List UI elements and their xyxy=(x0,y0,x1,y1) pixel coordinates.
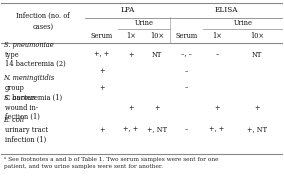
Text: –, –: –, – xyxy=(181,51,192,59)
Text: 1×: 1× xyxy=(212,32,222,40)
Text: wound in-: wound in- xyxy=(5,104,38,112)
Text: 10×: 10× xyxy=(150,32,164,40)
Text: S. aureus: S. aureus xyxy=(3,94,35,102)
Text: +, NT: +, NT xyxy=(147,126,167,134)
Text: N. meningitidis: N. meningitidis xyxy=(3,74,55,82)
Text: –: – xyxy=(185,67,188,75)
Text: +: + xyxy=(99,67,105,75)
Text: 10×: 10× xyxy=(250,32,264,40)
Text: fection (1): fection (1) xyxy=(5,113,40,121)
Text: E. coli: E. coli xyxy=(3,116,25,124)
Text: type: type xyxy=(5,51,20,59)
Text: +, +: +, + xyxy=(209,126,225,134)
Text: Urine: Urine xyxy=(135,19,154,27)
Text: +: + xyxy=(128,104,133,112)
Text: 1×: 1× xyxy=(126,32,135,40)
Text: +: + xyxy=(254,104,260,112)
Text: –: – xyxy=(185,126,188,134)
Text: +, +: +, + xyxy=(123,126,138,134)
Text: 14 bacteremia (2): 14 bacteremia (2) xyxy=(5,60,66,68)
Text: +: + xyxy=(99,126,105,134)
Text: Urine: Urine xyxy=(233,19,252,27)
Text: C bacteremia (1): C bacteremia (1) xyxy=(5,93,62,101)
Text: Serum: Serum xyxy=(91,32,113,40)
Text: NT: NT xyxy=(252,51,262,59)
Text: ᵃ See footnotes a and b of Table 1. Two serum samples were sent for one
patient,: ᵃ See footnotes a and b of Table 1. Two … xyxy=(3,157,218,169)
Text: infection (1): infection (1) xyxy=(5,135,46,143)
Text: NT: NT xyxy=(152,51,162,59)
Text: +: + xyxy=(128,51,133,59)
Text: ELISA: ELISA xyxy=(215,6,239,14)
Text: Serum: Serum xyxy=(176,32,198,40)
Text: +, NT: +, NT xyxy=(247,126,267,134)
Text: –: – xyxy=(185,84,188,92)
Text: S. pneumoniae: S. pneumoniae xyxy=(3,41,53,49)
Text: +, +: +, + xyxy=(94,51,109,59)
Text: group: group xyxy=(5,84,25,92)
Text: –: – xyxy=(215,51,219,59)
Text: +: + xyxy=(99,84,105,92)
Text: urinary tract: urinary tract xyxy=(5,126,48,134)
Text: LPA: LPA xyxy=(121,6,135,14)
Text: +: + xyxy=(214,104,220,112)
Text: +: + xyxy=(154,104,160,112)
Text: Infection (no. of
cases): Infection (no. of cases) xyxy=(16,12,70,31)
